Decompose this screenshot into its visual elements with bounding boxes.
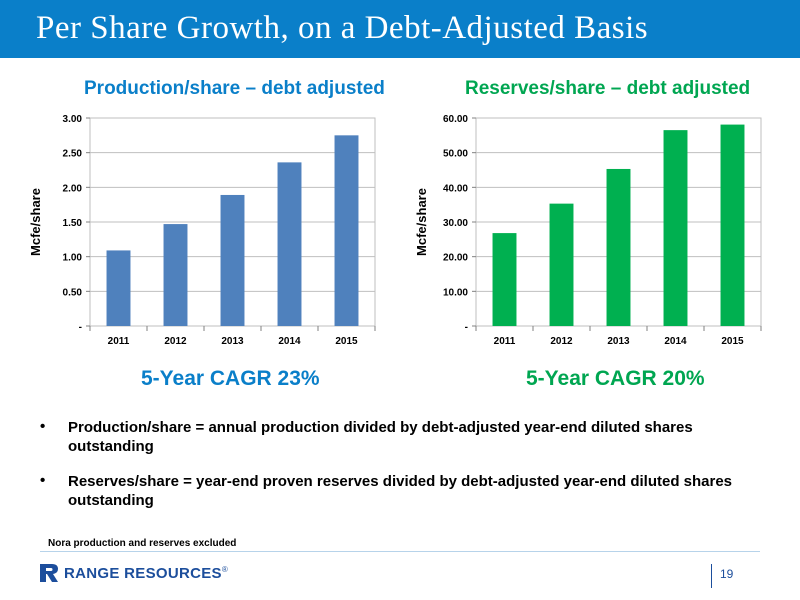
x-tick-label: 2015 [335, 336, 358, 347]
chart2-cagr: 5-Year CAGR 20% [526, 367, 705, 390]
x-tick-label: 2011 [108, 336, 130, 347]
logo-text: RANGE RESOURCES [64, 564, 222, 582]
y-tick-label: - [465, 322, 468, 333]
y-tick-label: 3.00 [63, 114, 83, 125]
registered-mark: ® [221, 565, 228, 574]
y-tick-label: 2.00 [63, 183, 83, 194]
y-tick-label: 1.50 [63, 218, 83, 229]
y-tick-label: 60.00 [443, 114, 468, 125]
page-number-separator [711, 564, 712, 588]
x-tick-label: 2014 [278, 336, 301, 347]
y-tick-label: 40.00 [443, 183, 468, 194]
bar-2011 [106, 250, 131, 326]
y-axis-label: Mcfe/share [28, 188, 43, 256]
y-tick-label: 0.50 [63, 287, 83, 298]
range-logo-icon [40, 564, 58, 582]
bar-2012 [163, 224, 188, 326]
y-tick-label: 30.00 [443, 218, 468, 229]
x-tick-label: 2013 [607, 336, 630, 347]
x-tick-label: 2012 [164, 336, 187, 347]
y-tick-label: 2.50 [63, 149, 83, 160]
y-tick-label: 1.00 [63, 253, 83, 264]
bar-2014 [663, 130, 688, 326]
bar-2014 [277, 162, 302, 326]
title-bar: Per Share Growth, on a Debt-Adjusted Bas… [0, 0, 800, 58]
bullet-text-reserves: Reserves/share = year-end proven reserve… [68, 473, 733, 509]
bullet-marker: • [40, 472, 46, 489]
bullet-list: • Production/share = annual production d… [40, 418, 780, 526]
bar-2013 [606, 168, 631, 326]
bar-2015 [334, 135, 359, 326]
y-tick-label: 20.00 [443, 253, 468, 264]
bar-2013 [220, 194, 245, 326]
footnote: Nora production and reserves excluded [48, 538, 237, 549]
bullet-marker: • [40, 418, 46, 435]
bullet-text-production: Production/share = annual production div… [68, 419, 693, 455]
x-tick-label: 2013 [221, 336, 244, 347]
chart2-title: Reserves/share – debt adjusted [465, 78, 751, 99]
x-tick-label: 2015 [721, 336, 744, 347]
production-share-chart: - 0.50 1.00 1.50 2.00 2.50 3.00 Mcfe/share 2011 2… [28, 114, 376, 347]
bar-2015 [720, 124, 745, 326]
y-axis-label: Mcfe/share [414, 188, 429, 256]
y-tick-label: 10.00 [443, 287, 468, 298]
bullet-item: • Reserves/share = year-end proven reser… [40, 472, 780, 510]
page-number: 19 [720, 567, 734, 581]
y-tick-label: 50.00 [443, 149, 468, 160]
x-tick-label: 2012 [550, 336, 573, 347]
y-tick-label: - [79, 322, 82, 333]
company-logo: RANGE RESOURCES ® [38, 563, 228, 583]
chart1-cagr: 5-Year CAGR 23% [141, 367, 320, 390]
bullet-item: • Production/share = annual production d… [40, 418, 780, 456]
reserves-share-chart: - 10.00 20.00 30.00 40.00 50.00 60.00 Mcfe/shar… [414, 114, 762, 347]
slide-title: Per Share Growth, on a Debt-Adjusted Bas… [36, 10, 649, 46]
x-tick-label: 2014 [664, 336, 687, 347]
bar-2012 [549, 203, 574, 326]
footer-divider [40, 551, 760, 552]
chart1-title: Production/share – debt adjusted [84, 78, 385, 99]
bar-2011 [492, 233, 517, 326]
x-tick-label: 2011 [494, 336, 516, 347]
